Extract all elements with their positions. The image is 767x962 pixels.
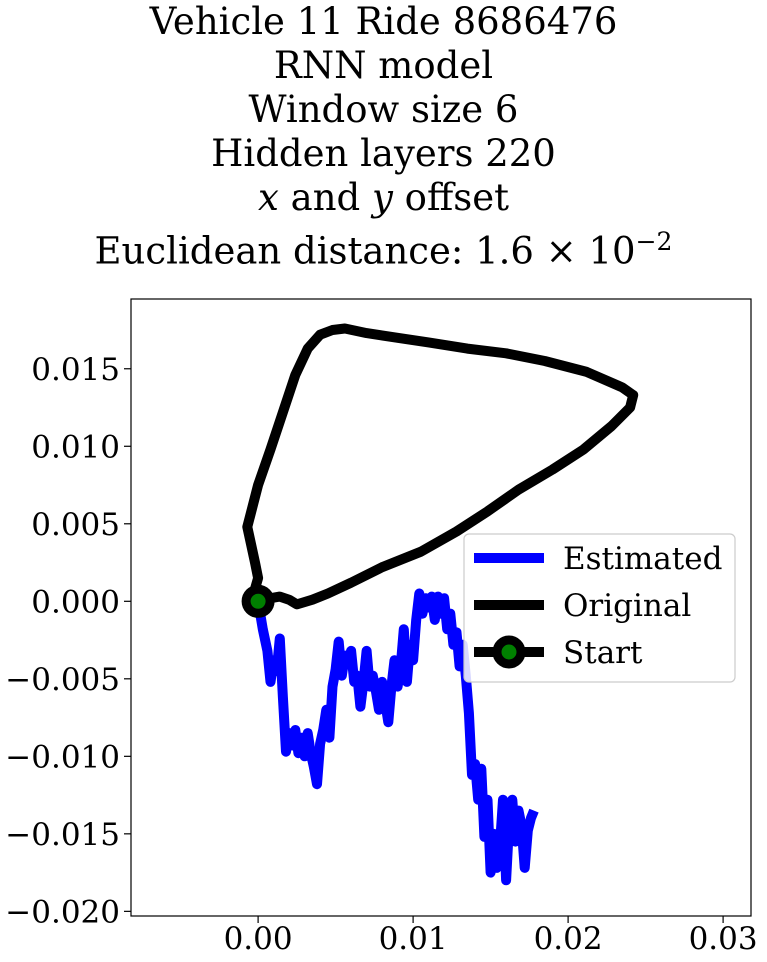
title-var-x: x bbox=[258, 176, 279, 219]
y-tick-label: −0.010 bbox=[5, 739, 120, 775]
series-estimated-line bbox=[253, 588, 539, 886]
title-var-y: y bbox=[372, 176, 393, 219]
title-exponent: −2 bbox=[635, 227, 673, 256]
title-line-4: Hidden layers 220 bbox=[211, 132, 556, 175]
y-tick-label: −0.005 bbox=[5, 662, 120, 698]
title-line-2: RNN model bbox=[273, 44, 494, 87]
title-distance: Euclidean distance: 1.6 × 10 bbox=[94, 229, 636, 273]
legend: Estimated Original Start bbox=[463, 533, 736, 683]
title-line-1: Vehicle 11 Ride 8686476 bbox=[149, 0, 618, 43]
title-line-6: Euclidean distance: 1.6 × 10−2 bbox=[0, 220, 767, 273]
y-tick-label: 0.000 bbox=[31, 584, 120, 620]
legend-box bbox=[463, 533, 736, 683]
title-line-5: x and y offset bbox=[0, 176, 767, 220]
title-line-3: Window size 6 bbox=[248, 88, 519, 131]
x-tick-label: 0.03 bbox=[689, 921, 758, 957]
y-tick-label: 0.005 bbox=[31, 507, 120, 543]
legend-marker-start bbox=[492, 635, 526, 669]
legend-label-start: Start bbox=[563, 635, 643, 671]
x-tick-label: 0.01 bbox=[379, 921, 448, 957]
y-tick-label: 0.015 bbox=[31, 352, 120, 388]
axis-ticks: 0.00 0.01 0.02 0.03 0.015 0.010 0.005 0.000 −0.0… bbox=[5, 352, 757, 957]
plot-area bbox=[241, 323, 639, 886]
chart-title: Vehicle 11 Ride 8686476 RNN model Window… bbox=[0, 0, 767, 273]
legend-label-original: Original bbox=[563, 588, 691, 624]
start-point-marker bbox=[241, 584, 275, 618]
y-tick-label: −0.015 bbox=[5, 817, 120, 853]
x-tick-label: 0.00 bbox=[224, 921, 293, 957]
title-offset: offset bbox=[392, 176, 509, 219]
series-original-line bbox=[242, 323, 639, 610]
legend-label-estimated: Estimated bbox=[563, 541, 722, 577]
title-and: and bbox=[278, 176, 372, 219]
x-tick-label: 0.02 bbox=[534, 921, 603, 957]
y-tick-label: 0.010 bbox=[31, 429, 120, 465]
y-tick-label: −0.020 bbox=[5, 894, 120, 930]
axes-frame bbox=[130, 298, 752, 917]
